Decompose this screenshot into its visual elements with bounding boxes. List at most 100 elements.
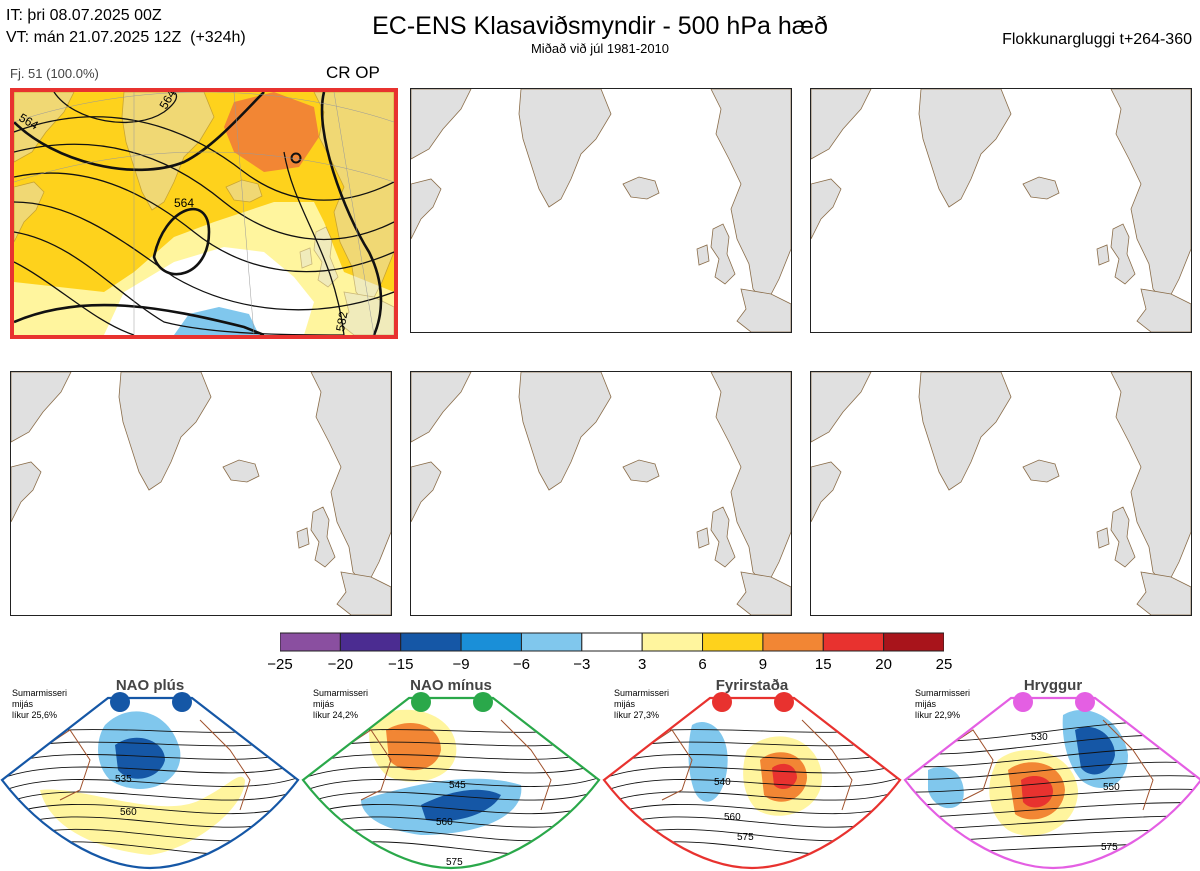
- regime-frame: [301, 696, 601, 870]
- regime-contour: [905, 775, 1200, 793]
- colorbar: [280, 632, 944, 652]
- cluster-map-2[interactable]: [410, 88, 792, 333]
- colorbar-swatch: [702, 632, 764, 652]
- regime-contour-label: 560: [724, 812, 741, 823]
- cluster-map-3-svg: [811, 89, 1191, 332]
- colorbar-swatch: [339, 632, 402, 652]
- bold-contours: [14, 92, 383, 335]
- regime-marker: [774, 692, 794, 712]
- regime-marker: [473, 692, 493, 712]
- regime-coastline: [39, 729, 91, 801]
- regime-contour-label: 575: [1101, 842, 1118, 853]
- regime-contour: [2, 763, 298, 780]
- regime-frame: [602, 696, 902, 870]
- regime-contour-label: 560: [120, 807, 137, 818]
- classification-window: Flokkunargluggi t+264-360: [1002, 31, 1192, 48]
- regime-contour: [2, 802, 298, 819]
- regime-anomaly: [1021, 776, 1053, 808]
- colorbar-swatch: [400, 632, 462, 652]
- cluster-map-1-svg: 564 564 564 582: [14, 92, 394, 335]
- colorbar-tick-label: 3: [638, 656, 647, 673]
- regime-marker: [172, 692, 192, 712]
- regime-marker: [411, 692, 431, 712]
- colorbar-swatch: [762, 632, 824, 652]
- regime-marker: [1013, 692, 1033, 712]
- colorbar-tick-label: 20: [875, 656, 892, 673]
- regime-note: Sumarmisseri mijás líkur 24,2%: [313, 688, 369, 720]
- page-subtitle: Miðað við júl 1981-2010: [530, 41, 670, 56]
- regime-marker: [712, 692, 732, 712]
- regime-contour: [303, 802, 599, 819]
- regime-marker: [110, 692, 130, 712]
- cluster-map-3[interactable]: [810, 88, 1192, 333]
- header-times: IT: þri 08.07.2025 00Z VT: mán 21.07.202…: [6, 5, 246, 49]
- colorbar-swatch: [883, 632, 944, 652]
- regime-frame: [903, 696, 1200, 870]
- regime-coastline: [1102, 719, 1154, 811]
- geopotential-contours: [14, 92, 394, 335]
- colorbar-tick-label: −25: [267, 656, 293, 673]
- cluster-map-6[interactable]: [810, 371, 1192, 616]
- regime-map: 545 560 575: [301, 692, 601, 870]
- colorbar-tick-label: −3: [573, 656, 591, 673]
- regime-contour-label: 545: [449, 780, 466, 791]
- regime-contour-label: 550: [1103, 782, 1120, 793]
- colorbar-tick-label: 9: [758, 656, 768, 673]
- regime-frame: [0, 696, 300, 870]
- regime-contour-label: 560: [436, 817, 453, 828]
- colorbar-swatch: [641, 632, 704, 652]
- regime-anomaly: [40, 776, 245, 855]
- regime-contour: [604, 763, 900, 780]
- regime-title: Hryggur: [1023, 677, 1083, 694]
- regime-contour: [303, 763, 599, 780]
- cluster-map-4-svg: [11, 372, 391, 615]
- cluster-map-6-svg: [811, 372, 1191, 615]
- regime-contour: [604, 750, 900, 767]
- cluster-tag-label: CR OP: [326, 63, 380, 82]
- cluster-count-label: Fj. 51 (100.0%): [10, 66, 99, 81]
- regime-contour: [905, 788, 1200, 806]
- regime-contour: [604, 789, 900, 806]
- regime-map: 540 560 575: [602, 692, 902, 870]
- regime-contour: [905, 828, 1200, 845]
- regime-contour: [2, 750, 298, 767]
- regime-coastline: [801, 719, 853, 811]
- regime-anomaly: [772, 763, 797, 790]
- colorbar-tick-label: −20: [327, 656, 354, 673]
- colorbar-tick-label: −6: [512, 656, 531, 673]
- colorbar-tick-label: −9: [452, 656, 470, 673]
- regime-coastline: [641, 729, 693, 801]
- valid-time: VT: mán 21.07.2025 12Z (+324h): [6, 29, 246, 46]
- regime-contour: [2, 776, 298, 793]
- regime-contour: [604, 724, 900, 741]
- regime-coastline: [942, 729, 994, 801]
- regime-contour: [303, 841, 599, 858]
- regime-anomaly: [1075, 726, 1115, 775]
- regime-anomaly: [688, 722, 728, 802]
- regime-map: 535 560: [0, 692, 300, 870]
- regime-contour-label: 575: [446, 857, 463, 868]
- contour-label: 582: [333, 310, 350, 332]
- colorbar-swatch: [520, 632, 583, 652]
- colorbar-swatch: [460, 632, 522, 652]
- regime-marker: [1075, 692, 1095, 712]
- cluster-map-5[interactable]: [410, 371, 792, 616]
- colorbar-tick-label: −15: [387, 656, 414, 673]
- regime-contour-label: 530: [1031, 732, 1048, 743]
- contour-label: 564: [174, 196, 194, 210]
- colorbar-tick-label: 15: [814, 656, 832, 673]
- cluster-map-4[interactable]: [10, 371, 392, 616]
- anomaly-neutral: [104, 247, 314, 335]
- regime-contour: [604, 841, 900, 858]
- regime-coastline: [500, 719, 552, 811]
- regime-contour: [905, 841, 1200, 858]
- cluster-map-1[interactable]: 564 564 564 582: [10, 88, 398, 339]
- regime-contour-label: 575: [737, 832, 754, 843]
- regime-contour: [604, 776, 900, 793]
- regime-coastline: [340, 729, 392, 801]
- regime-contour: [905, 761, 1200, 780]
- regime-contour-label: 540: [714, 777, 731, 788]
- regime-contour: [2, 789, 298, 806]
- regime-contour: [604, 802, 900, 819]
- regime-contour: [303, 776, 599, 793]
